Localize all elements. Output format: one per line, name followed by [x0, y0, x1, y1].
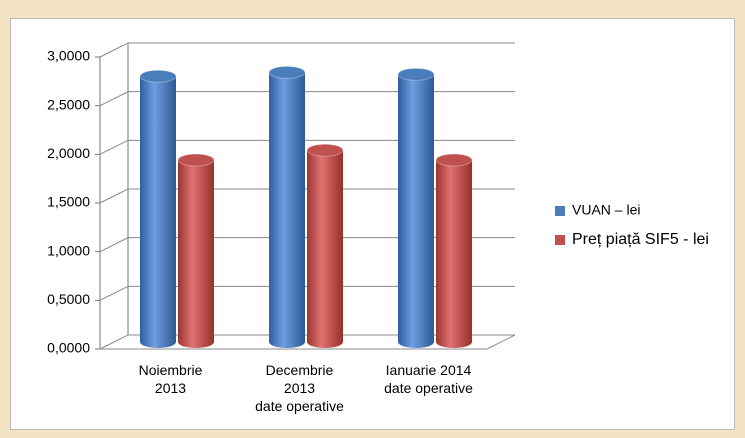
chart-area: [10, 18, 735, 430]
x-tick-label: Noiembrie 2013: [138, 362, 203, 396]
bar: [398, 74, 434, 342]
legend-swatch: [555, 235, 565, 245]
grid-line: [99, 188, 515, 204]
grid-line: [99, 91, 515, 107]
grid-line: [99, 42, 515, 58]
bar: [178, 159, 214, 342]
x-tick-label: Decembrie 2013 date operative: [255, 362, 344, 414]
bar: [307, 150, 343, 342]
x-tick-label: Ianuarie 2014 date operative: [384, 362, 473, 396]
bar-top: [268, 65, 306, 79]
floor: [100, 334, 516, 350]
bar-top: [397, 67, 435, 81]
y-tick-label: 0,5000: [47, 291, 90, 307]
y-tick-label: 2,0000: [47, 145, 90, 161]
grid-line: [99, 139, 515, 155]
legend-swatch: [555, 206, 565, 216]
bar-top: [306, 143, 344, 157]
y-tick-label: 1,5000: [47, 194, 90, 210]
grid-line: [99, 237, 515, 253]
legend-label: Preț piață SIF5 - lei: [572, 231, 709, 248]
legend-label: VUAN – lei: [572, 202, 640, 218]
y-tick-label: 0,0000: [47, 340, 90, 356]
bar-top: [139, 69, 177, 83]
bar: [436, 159, 472, 342]
y-tick-label: 1,0000: [47, 242, 90, 258]
grid-line: [99, 334, 515, 350]
bar-top: [435, 153, 473, 167]
grid-line: [99, 285, 515, 301]
bar-top: [177, 153, 215, 167]
bar: [269, 72, 305, 343]
y-tick-label: 3,0000: [47, 48, 90, 64]
y-tick-label: 2,5000: [47, 96, 90, 112]
bar: [140, 76, 176, 342]
